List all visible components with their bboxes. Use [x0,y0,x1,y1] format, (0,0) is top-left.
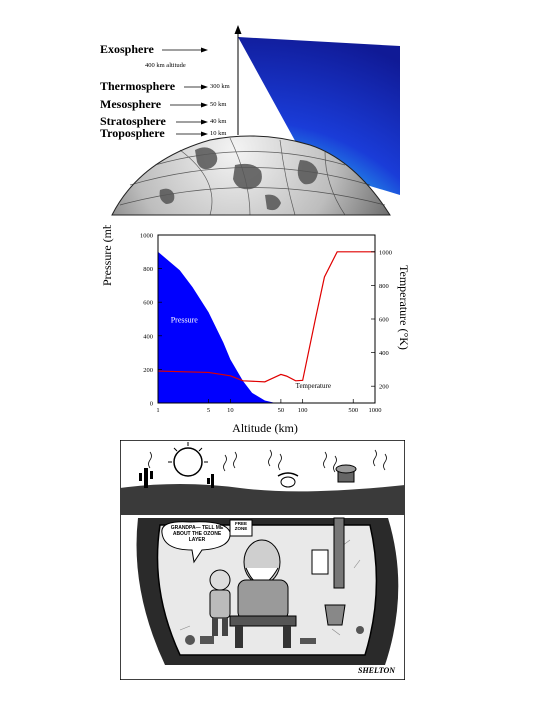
ladder-post [333,517,345,589]
sun [168,442,208,477]
cow-skull [277,472,299,488]
y-right-tick-label: 1000 [379,249,392,256]
atmosphere-svg: Exosphere 400 km altitude Thermosphere 3… [100,25,400,216]
y-right-tick-label: 600 [379,317,389,324]
layer-mesosphere: Mesosphere 50 km [100,97,226,111]
layer-thermosphere: Thermosphere 300 km [100,79,230,93]
y-left-tick-label: 0 [150,401,153,408]
layer-altitude-label: 300 km [210,83,230,90]
bucket [324,604,346,626]
layer-stratosphere: Stratosphere 40 km [100,114,226,128]
vent-cap [335,464,357,483]
layer-troposphere: Troposphere 10 km [100,126,226,140]
x-tick-label: 500 [348,407,358,414]
layer-name-label: Stratosphere [100,114,166,128]
pressure-temperature-chart: Pressure Temperature 1 5 10 50 100 500 1000 0 200… [100,219,420,440]
ozone-cartoon: GRANDPA— TELL ME ABOUT THE OZONE LAYER F… [119,439,406,681]
y-axis-right-title: Temperature (°K) [397,265,411,350]
ground-surface [120,484,405,515]
series-label-temperature: Temperature [296,382,331,390]
x-tick-label: 1000 [369,407,382,414]
x-tick-label: 5 [207,407,210,414]
y-left-tick-label: 200 [143,367,153,374]
plot-area: Pressure Temperature [157,251,375,403]
y-left-tick-label: 800 [143,266,153,273]
x-tick-label: 10 [227,407,234,414]
y-left-tick-label: 1000 [140,233,153,240]
cartoon-svg: GRANDPA— TELL ME ABOUT THE OZONE LAYER F… [119,439,406,681]
x-tick-label: 50 [278,407,285,414]
y-left-tick-label: 400 [143,333,153,340]
wall-sign-text: FREE ZONE [234,521,248,531]
child-figure [209,569,231,636]
earth-globe [111,135,391,216]
y-axis-left-title: Pressure (mb) [100,225,114,286]
layer-exosphere: Exosphere 400 km altitude [100,42,208,69]
floor-clutter [185,626,364,645]
chart-svg: Pressure Temperature 1 5 10 50 100 500 1000 0 200… [100,219,411,435]
atmosphere-wedge [238,37,400,195]
x-axis-title: Altitude (km) [232,421,298,435]
layer-name-label: Mesosphere [100,97,162,111]
layer-name-label: Troposphere [100,126,165,140]
layer-altitude-label: 50 km [210,101,226,108]
wall-poster [311,549,329,575]
y-right-tick-label: 400 [379,350,389,357]
y-left-tick-label: 600 [143,300,153,307]
x-tick-label: 1 [156,407,159,414]
pressure-area [158,251,274,403]
y-right-tick-label: 200 [379,384,389,391]
layer-name-label: Thermosphere [100,79,176,93]
heat-waves [148,449,387,473]
chart-axes: 1 5 10 50 100 500 1000 0 200 400 600 800 1000 200 400 6… [140,233,392,415]
atmosphere-layers-diagram: Exosphere 400 km altitude Thermosphere 3… [100,20,400,220]
wall-sign: FREE ZONE [229,519,253,537]
series-label-pressure: Pressure [171,315,199,324]
cartoonist-signature: SHELTON [358,666,396,675]
layer-name-label: Exosphere [100,42,154,56]
temperature-line [157,251,375,383]
y-right-tick-label: 800 [379,283,389,290]
speech-bubble-text: GRANDPA— TELL ME ABOUT THE OZONE LAYER [170,525,224,543]
layer-altitude-label: 400 km altitude [145,62,186,69]
layer-altitude-label: 10 km [210,130,226,137]
layer-altitude-label: 40 km [210,118,226,125]
grandpa-figure [229,539,297,648]
altitude-axis-arrow [234,25,242,135]
cacti [139,468,214,488]
x-tick-label: 100 [298,407,308,414]
